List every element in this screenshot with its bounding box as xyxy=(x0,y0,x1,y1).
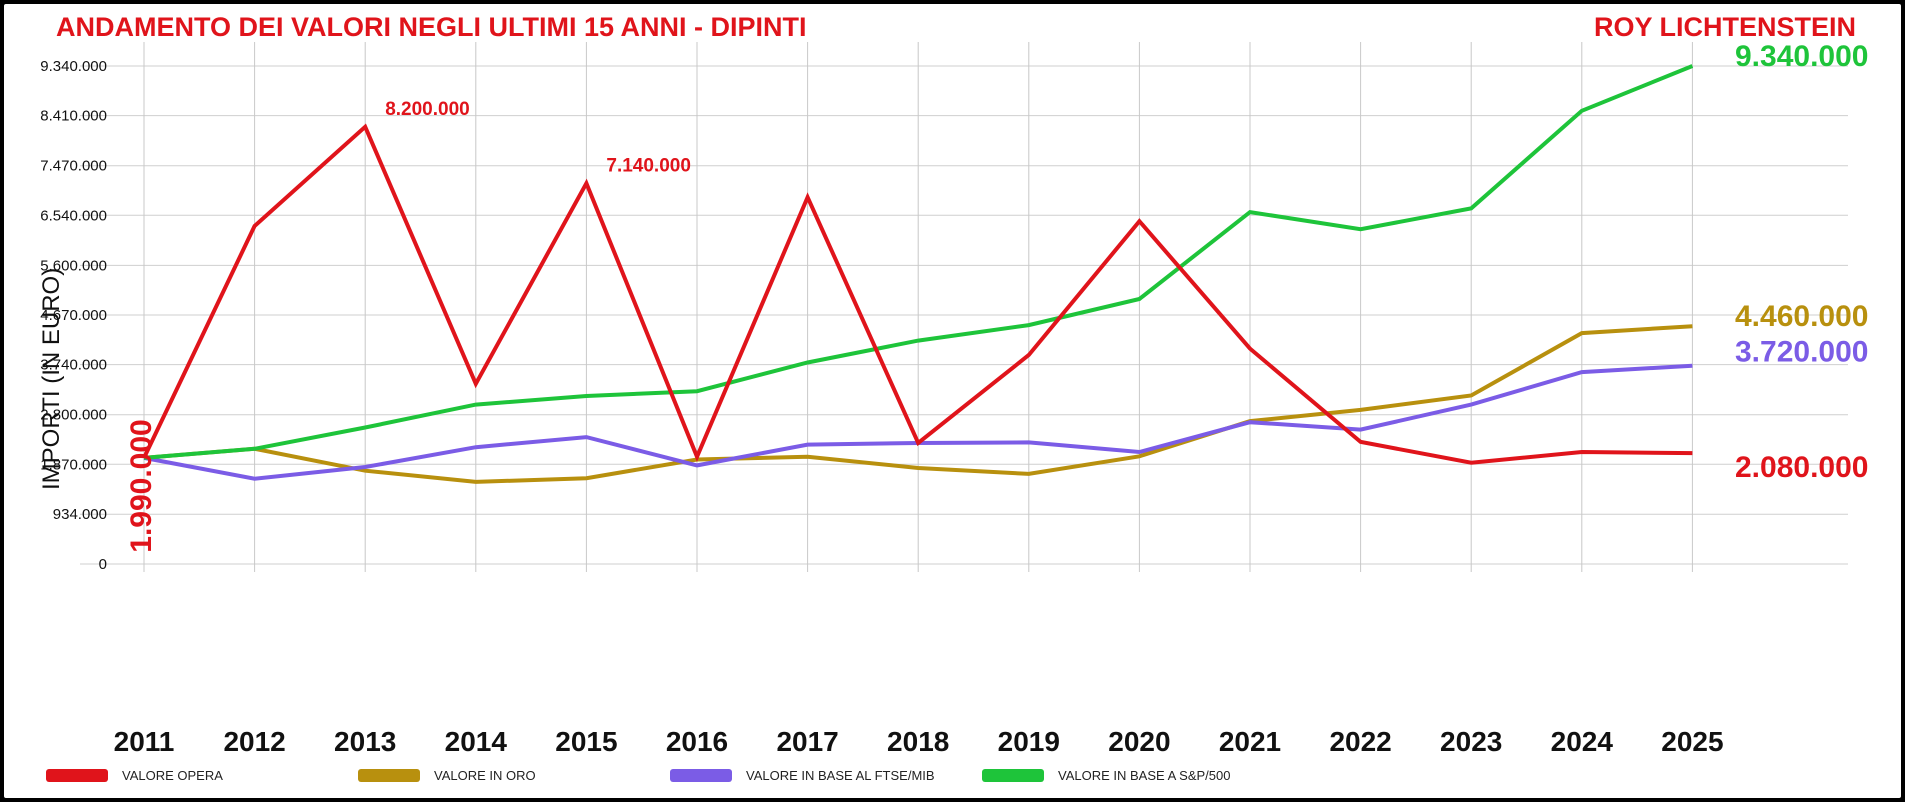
x-tick-label: 2018 xyxy=(887,726,949,757)
x-tick-label: 2021 xyxy=(1219,726,1281,757)
x-tick-label: 2012 xyxy=(223,726,285,757)
x-tick-label: 2025 xyxy=(1661,726,1723,757)
chart-frame: ANDAMENTO DEI VALORI NEGLI ULTIMI 15 ANN… xyxy=(4,4,1901,798)
x-tick-label: 2019 xyxy=(998,726,1060,757)
peak-annotation: 7.140.000 xyxy=(606,155,691,176)
legend-label: VALORE IN BASE AL FTSE/MIB xyxy=(746,768,935,783)
legend-item: VALORE IN BASE AL FTSE/MIB xyxy=(670,768,935,783)
y-tick-label: 9.340.000 xyxy=(40,58,107,75)
y-tick-label: 4.670.000 xyxy=(40,307,107,324)
peak-annotation: 8.200.000 xyxy=(385,99,470,120)
x-tick-label: 2014 xyxy=(445,726,508,757)
y-tick-label: 7.470.000 xyxy=(40,158,107,175)
y-tick-label: 8.410.000 xyxy=(40,108,107,125)
y-tick-label: 5.600.000 xyxy=(40,257,107,274)
end-value-label: 4.460.000 xyxy=(1735,300,1868,333)
legend-label: VALORE IN BASE A S&P/500 xyxy=(1058,768,1231,783)
x-tick-label: 2022 xyxy=(1329,726,1391,757)
artist-name: ROY LICHTENSTEIN xyxy=(1593,12,1856,42)
y-tick-label: 3.740.000 xyxy=(40,357,107,374)
legend: VALORE OPERA VALORE IN ORO VALORE IN BASE … xyxy=(4,768,1901,792)
x-tick-label: 2023 xyxy=(1440,726,1502,757)
y-tick-label: 1.870.000 xyxy=(40,456,107,473)
legend-swatch xyxy=(358,769,420,782)
legend-swatch xyxy=(46,769,108,782)
legend-item: VALORE IN BASE A S&P/500 xyxy=(982,768,1230,783)
end-value-label: 9.340.000 xyxy=(1735,40,1868,73)
x-tick-label: 2016 xyxy=(666,726,728,757)
line-chart: 0 934.000 1.870.000 2.800.000 3.740.000 4.670… xyxy=(40,40,1868,757)
legend-label: VALORE IN ORO xyxy=(434,768,536,783)
legend-item: VALORE OPERA xyxy=(46,768,223,783)
x-tick-label: 2013 xyxy=(334,726,396,757)
y-tick-label: 2.800.000 xyxy=(40,407,107,424)
end-value-label: 3.720.000 xyxy=(1735,336,1868,369)
end-value-label: 2.080.000 xyxy=(1735,451,1868,484)
x-tick-label: 2020 xyxy=(1108,726,1170,757)
x-tick-label: 2017 xyxy=(776,726,838,757)
y-tick-label: 0 xyxy=(99,556,107,573)
y-tick-label: 6.540.000 xyxy=(40,207,107,224)
legend-item: VALORE IN ORO xyxy=(358,768,536,783)
legend-label: VALORE OPERA xyxy=(122,768,223,783)
start-value-label: 1.990.000 xyxy=(125,419,158,552)
x-tick-label: 2015 xyxy=(555,726,617,757)
y-tick-label: 934.000 xyxy=(53,506,107,523)
x-tick-label: 2024 xyxy=(1551,726,1614,757)
legend-swatch xyxy=(982,769,1044,782)
x-tick-label: 2011 xyxy=(114,726,175,757)
legend-swatch xyxy=(670,769,732,782)
chart-title: ANDAMENTO DEI VALORI NEGLI ULTIMI 15 ANN… xyxy=(56,12,807,42)
